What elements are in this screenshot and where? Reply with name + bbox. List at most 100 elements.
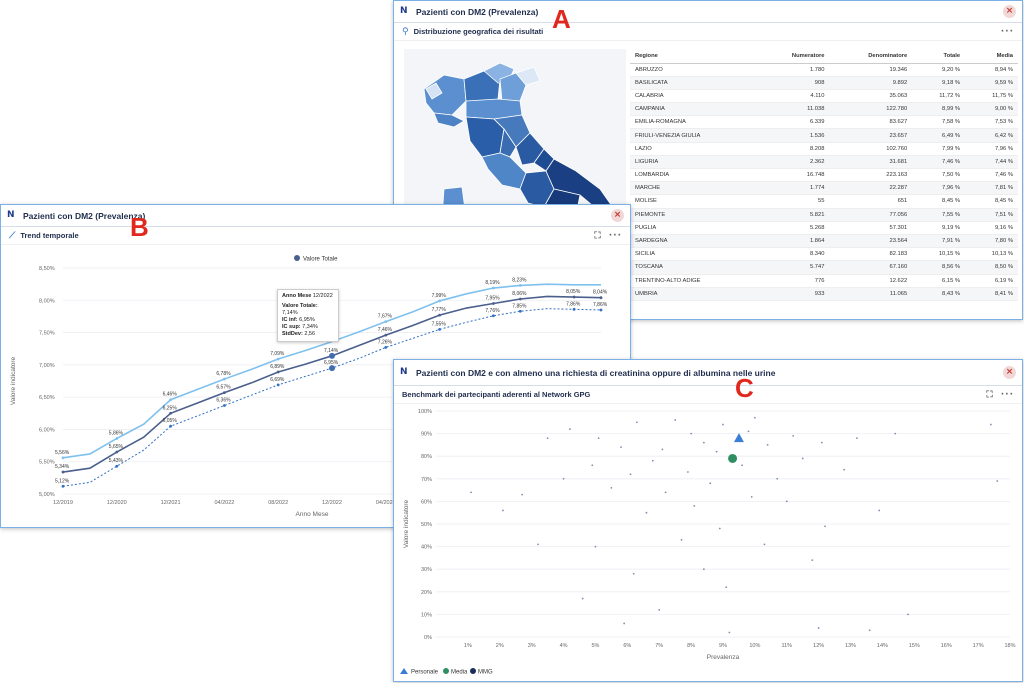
cell-regione: SICILIA	[630, 247, 758, 262]
col-denominatore[interactable]: Denominatore	[829, 49, 913, 64]
panel-c-close-button[interactable]: ×	[1003, 366, 1016, 379]
panel-c-section-header: Benchmark dei partecipanti aderenti al N…	[394, 386, 1022, 404]
table-row[interactable]: LIGURIA 2.362 31.681 7,46 % 7,44 %	[630, 155, 1018, 170]
table-row[interactable]: CAMPANIA 11.038 122.780 8,99 % 9,00 %	[630, 102, 1018, 117]
map-region-liguria[interactable]	[433, 112, 465, 128]
table-row[interactable]: CALABRIA 4.110 35.063 11,72 % 11,75 %	[630, 89, 1018, 104]
data-point	[599, 296, 603, 300]
cell-totale: 8,45 %	[912, 194, 966, 209]
y-tick-label: 100%	[418, 409, 432, 415]
data-label: 8,23%	[512, 277, 527, 283]
col-numeratore[interactable]: Numeratore	[757, 49, 830, 64]
more-options-icon[interactable]: ···	[1000, 389, 1014, 400]
data-label: 7,95%	[485, 296, 500, 302]
cell-media: 7,46 %	[965, 168, 1018, 183]
x-tick-label: 12/2021	[161, 500, 181, 506]
x-tick-label: 14%	[877, 643, 888, 649]
data-point	[61, 456, 65, 460]
table-row[interactable]: PUGLIA 5.268 57.301 9,19 % 9,16 %	[630, 221, 1018, 235]
data-point	[169, 411, 173, 415]
table-row[interactable]: BASILICATA 908 9.892 9,18 % 9,59 %	[630, 76, 1018, 90]
media-point	[728, 453, 738, 463]
x-tick-label: 3%	[528, 643, 536, 649]
map-pin-icon: ⚲	[402, 26, 409, 37]
data-label: 7,86%	[566, 301, 581, 307]
x-tick-label: 17%	[973, 643, 984, 649]
more-options-icon[interactable]: ···	[608, 230, 622, 241]
cell-denominatore: 12.622	[829, 274, 913, 288]
map-region-veneto[interactable]	[499, 72, 527, 102]
cell-regione: SARDEGNA	[630, 234, 758, 249]
cell-regione: MOLISE	[630, 194, 758, 209]
panel-b-close-button[interactable]: ×	[611, 209, 624, 222]
table-row[interactable]: TRENTINO-ALTO ADIGE 776 12.622 6,15 % 6,19 %	[630, 274, 1018, 288]
more-options-icon[interactable]: ···	[1000, 26, 1014, 37]
mmg-point	[750, 495, 753, 498]
table-row[interactable]: SICILIA 8.340 82.183 10,15 % 10,13 %	[630, 247, 1018, 262]
data-label: 6,36%	[216, 398, 231, 404]
mmg-point	[801, 457, 804, 460]
mmg-point	[878, 509, 881, 512]
mmg-point	[817, 627, 820, 629]
col-totale[interactable]: Totale	[912, 49, 966, 64]
panel-c-section-title: Benchmark dei partecipanti aderenti al N…	[402, 390, 591, 399]
table-row[interactable]: FRIULI-VENEZIA GIULIA 1.536 23.657 6,49 % 6,…	[630, 128, 1018, 143]
mmg-point	[674, 419, 677, 421]
cell-media: 8,50 %	[965, 260, 1018, 275]
mmg-point	[843, 468, 846, 471]
data-label: 5,43%	[109, 458, 124, 464]
cell-denominatore: 83.627	[829, 115, 913, 130]
mmg-point	[502, 509, 504, 512]
region-table: Regione Numeratore Denominatore Totale M…	[630, 49, 1018, 301]
panel-a-close-button[interactable]: ×	[1003, 5, 1016, 18]
x-tick-label: 12/2019	[53, 500, 73, 506]
data-label: 5,65%	[109, 444, 124, 450]
mmg-point	[521, 493, 523, 496]
legend-label: Personale	[411, 670, 439, 676]
mmg-point	[620, 446, 622, 449]
map-region-valle[interactable]	[425, 82, 443, 100]
data-label: 7,55%	[432, 321, 447, 327]
table-row[interactable]: SARDEGNA 1.864 23.564 7,91 % 7,80 %	[630, 234, 1018, 249]
table-row[interactable]: PIEMONTE 5.821 77.056 7,55 % 7,51 %	[630, 208, 1018, 222]
x-tick-label: 1%	[464, 643, 472, 649]
cell-numeratore: 8.208	[757, 142, 830, 156]
table-row[interactable]: MOLISE 55 651 8,45 % 8,45 %	[630, 194, 1018, 209]
col-regione[interactable]: Regione	[630, 49, 758, 64]
table-row[interactable]: LOMBARDIA 16.748 223.163 7,50 % 7,46 %	[630, 168, 1018, 183]
data-point	[276, 383, 280, 387]
data-label: 8,05%	[566, 289, 581, 295]
mmg-point	[811, 559, 814, 562]
map-region-friuli[interactable]	[515, 66, 541, 86]
tooltip-date-label: Anno Mese	[282, 293, 312, 299]
data-point	[384, 333, 388, 337]
table-row[interactable]: ABRUZZO 1.780 19.346 9,20 % 8,94 %	[630, 63, 1018, 77]
data-point	[223, 404, 226, 407]
cell-totale: 9,18 %	[912, 76, 966, 90]
mmg-point	[537, 543, 539, 546]
mmg-point	[594, 545, 597, 548]
tooltip-line-value: 2,56	[304, 331, 316, 337]
table-row[interactable]: MARCHE 1.774 22.287 7,96 % 7,81 %	[630, 181, 1018, 196]
mmg-point	[658, 608, 661, 611]
table-row[interactable]: UMBRIA 933 11.065 8,43 % 8,41 %	[630, 287, 1018, 301]
table-row[interactable]: LAZIO 8.208 102.760 7,99 % 7,96 %	[630, 142, 1018, 156]
data-point	[169, 398, 173, 402]
highlight-point	[329, 352, 335, 359]
table-row[interactable]: EMILIA-ROMAGNA 6.339 83.627 7,58 % 7,53 %	[630, 115, 1018, 130]
x-tick-label: 15%	[909, 643, 920, 649]
mmg-point	[722, 423, 724, 426]
table-row[interactable]: TOSCANA 5.747 67.160 8,56 % 8,50 %	[630, 260, 1018, 275]
col-media[interactable]: Media	[965, 49, 1018, 64]
x-tick-label: 18%	[1004, 643, 1015, 649]
cell-media: 8,45 %	[965, 194, 1018, 209]
data-point	[61, 470, 65, 474]
fullscreen-icon[interactable]: ⛶	[594, 230, 601, 241]
cell-numeratore: 5.268	[757, 221, 830, 235]
data-point	[276, 370, 280, 374]
cell-regione: TRENTINO-ALTO ADIGE	[630, 274, 758, 288]
cell-media: 7,96 %	[965, 142, 1018, 156]
fullscreen-icon[interactable]: ⛶	[986, 389, 993, 400]
data-label: 5,12%	[55, 478, 70, 484]
cell-media: 7,44 %	[965, 155, 1018, 170]
